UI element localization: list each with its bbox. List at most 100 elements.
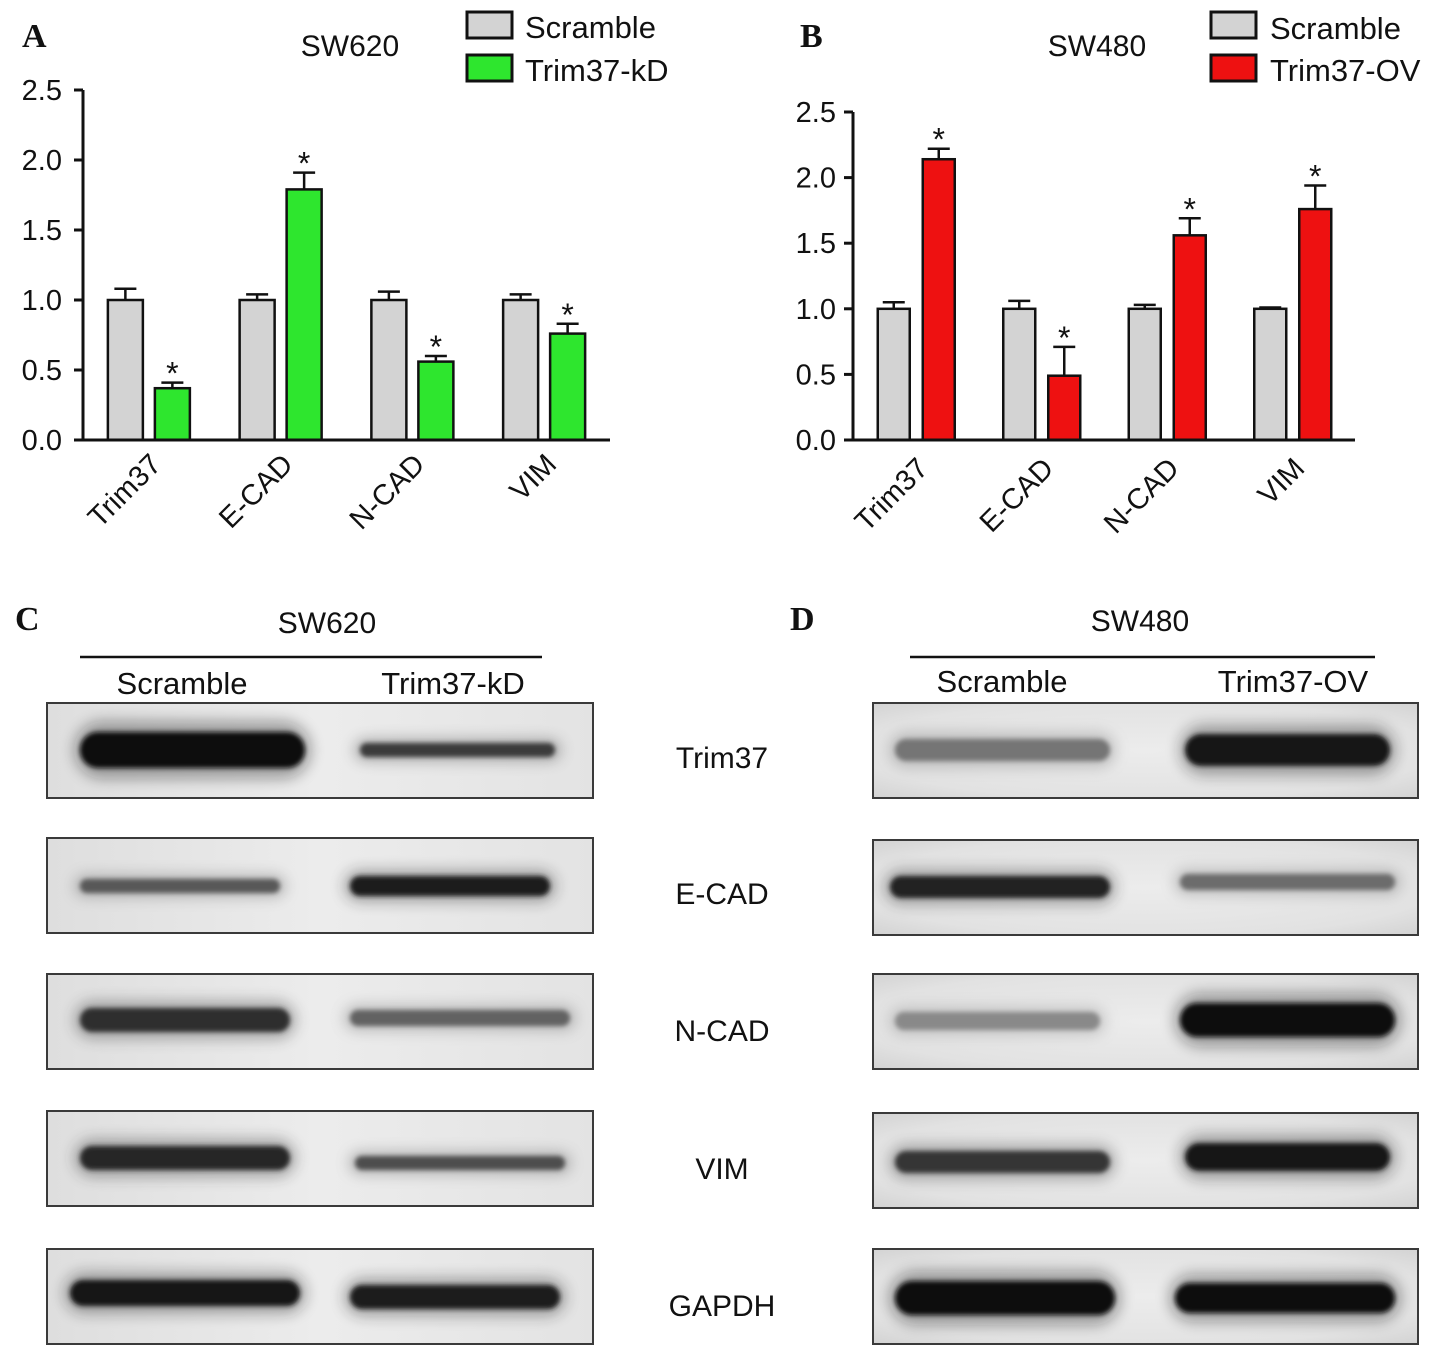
significance-marker: * [561,297,573,333]
bar [106,298,145,442]
blot-frame [46,1110,594,1207]
blot-frame [46,702,594,799]
y-tick-label: 2.5 [796,97,836,129]
cell-line-label: SW620 [278,607,376,640]
significance-marker: * [430,329,442,365]
blot-frame [872,702,1419,799]
lane-label-trim37-kd: Trim37-kD [381,666,525,701]
blot-band [350,1285,560,1309]
blot-band [895,1151,1110,1173]
significance-marker: * [1309,158,1321,194]
blot-band [80,879,280,893]
bar [1047,374,1082,442]
blot-frame [46,837,594,934]
significance-marker: * [1058,320,1070,356]
significance-marker: * [166,356,178,392]
legend-swatch-scramble [465,10,514,40]
significance-marker: * [933,122,945,158]
panel-d: D SW480 Scramble Trim37-OV [790,601,1419,1345]
blot-band [1175,1283,1395,1313]
blot-strip [46,1248,594,1345]
protein-label: N-CAD [675,1015,770,1048]
blot-strip [872,839,1419,936]
bar-chart-plot-a: 0.00.51.01.52.02.5*Trim37*E-CAD*N-CAD*VI… [22,75,610,536]
blot-strip [872,1112,1419,1209]
chart-title-b: SW480 [1048,30,1146,63]
blot-strip [46,1110,594,1207]
legend-label-trim37-kd: Trim37-kD [525,53,669,88]
blot-band [895,1281,1115,1315]
y-tick-label: 2.5 [22,75,62,107]
western-blot-strips [46,702,594,1345]
y-tick-label: 2.0 [22,145,62,177]
panel-label-c: C [15,601,40,638]
blot-band [895,1012,1100,1030]
legend-swatch-trim37-ov [1209,53,1258,83]
bar [285,188,323,442]
y-tick-label: 1.5 [22,215,62,247]
blot-strip [46,837,594,934]
panel-label-a: A [22,18,47,55]
blot-strip [46,973,594,1070]
panel-label-b: B [800,18,823,55]
bar [1298,207,1333,442]
blot-frame [46,1248,594,1345]
y-tick-label: 0.0 [22,425,62,457]
bar [921,157,956,442]
legend-label-scramble: Scramble [1270,11,1401,46]
bar [370,298,408,442]
y-tick-label: 0.0 [796,425,836,457]
legend-label-scramble: Scramble [525,10,656,45]
lane-label-scramble: Scramble [937,664,1068,699]
blot-band [80,1146,290,1170]
bar [1002,307,1037,442]
blot-band [360,743,555,757]
blot-strip [46,702,594,799]
protein-label: VIM [695,1153,748,1186]
blot-band [350,876,550,896]
western-blot-strips [872,702,1419,1345]
blot-band [355,1156,565,1170]
legend-b: Scramble Trim37-OV [1209,10,1421,88]
blot-frame [872,1112,1419,1209]
protein-label: Trim37 [676,742,768,775]
legend-swatch-trim37-kd [465,53,514,83]
legend-a: Scramble Trim37-kD [465,10,669,88]
panel-label-d: D [790,601,815,638]
blot-band [1185,734,1390,766]
y-tick-label: 0.5 [796,359,836,391]
bar [548,332,587,442]
panel-a: A SW620 Scramble Trim37-kD 0.0 0.5 1.0 1.5 2… [22,10,669,536]
y-tick-label: 1.0 [796,294,836,326]
significance-marker: * [298,146,310,182]
blot-band [1185,1143,1390,1171]
blot-strip [872,1248,1419,1345]
blot-band [80,732,305,768]
blot-band [895,739,1110,761]
blot-frame [872,1248,1419,1345]
bar [417,360,455,442]
lane-label-trim37-ov: Trim37-OV [1218,664,1369,699]
blot-frame [46,973,594,1070]
blot-band [80,1008,290,1032]
y-tick-label: 1.5 [796,228,836,260]
significance-marker: * [1184,191,1196,227]
chart-title-a: SW620 [301,30,399,63]
lane-label-scramble: Scramble [117,666,248,701]
legend-label-trim37-ov: Trim37-OV [1270,53,1421,88]
blot-frame [872,839,1419,936]
blot-strip [872,702,1419,799]
cell-line-label: SW480 [1091,605,1189,638]
blot-band [350,1010,570,1026]
bar [153,386,192,442]
blot-strip [872,973,1419,1070]
blot-band [1180,874,1395,890]
y-tick-label: 1.0 [22,285,62,317]
bar [876,307,911,442]
blot-band [1180,1003,1395,1037]
blot-band [70,1280,300,1306]
bar [501,298,540,442]
panel-c: C SW620 Scramble Trim37-kD [15,601,594,1345]
blot-frame [872,973,1419,1070]
